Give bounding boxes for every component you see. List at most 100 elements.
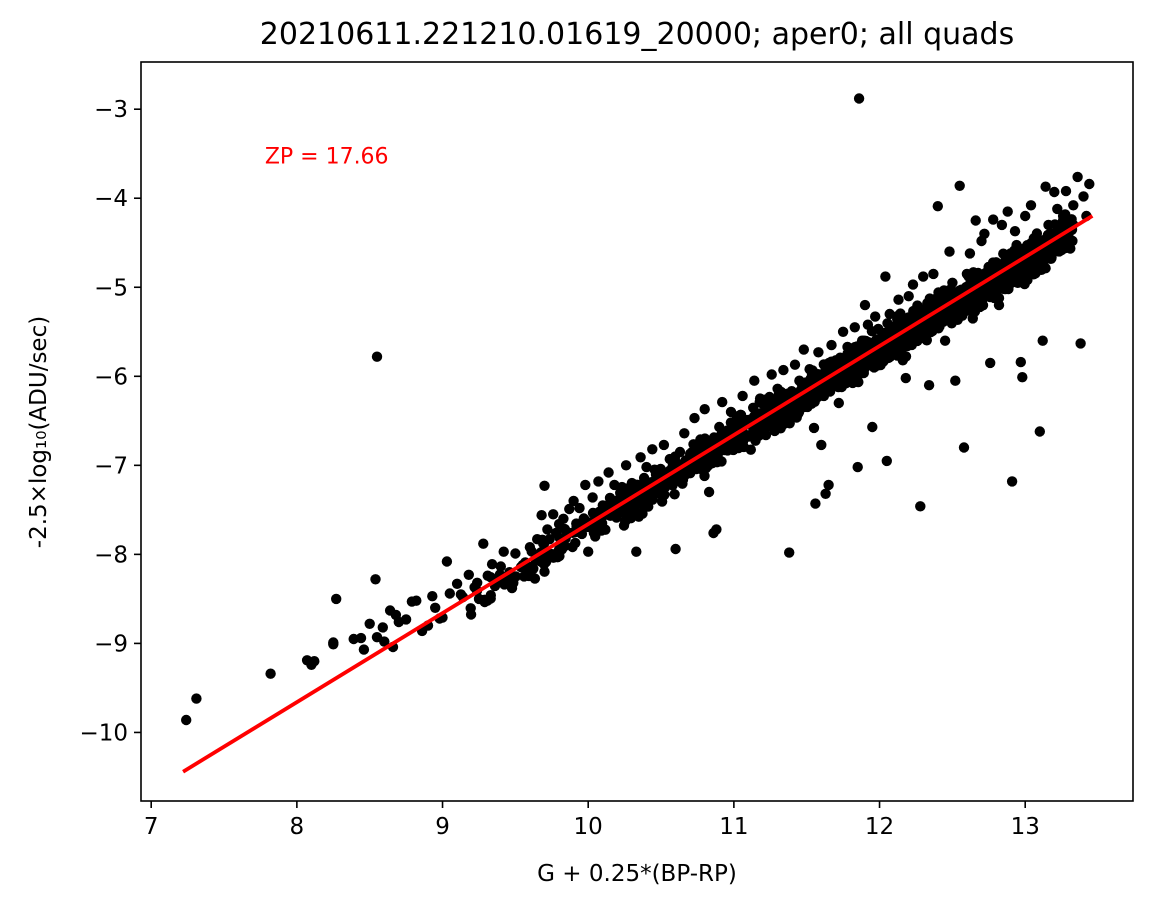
scatter-point <box>852 461 863 473</box>
scatter-point <box>884 308 895 320</box>
scatter-point <box>603 467 614 478</box>
scatter-point <box>626 477 638 489</box>
scatter-point <box>906 333 917 344</box>
scatter-point <box>309 656 320 667</box>
scatter-point <box>495 561 506 572</box>
scatter-point <box>933 287 944 298</box>
scatter-point <box>741 430 753 441</box>
scatter-point <box>979 228 990 239</box>
scatter-point <box>568 495 579 507</box>
scatter-point <box>1065 243 1076 254</box>
scatter-point <box>980 268 991 279</box>
scatter-point <box>593 476 604 487</box>
scatter-point <box>737 390 748 402</box>
scatter-point <box>915 501 926 512</box>
scatter-point <box>652 468 664 479</box>
scatter-point <box>1057 210 1069 222</box>
scatter-point <box>996 219 1008 231</box>
scatter-point <box>441 556 453 567</box>
scatter-point <box>609 479 620 491</box>
y-tick-label: −4 <box>94 186 128 212</box>
scatter-point <box>580 479 591 491</box>
scatter-point <box>772 383 783 394</box>
scatter-point <box>1009 226 1021 237</box>
scatter-point <box>856 335 868 346</box>
zero-point-annotation: ZP = 17.66 <box>265 144 389 169</box>
scatter-point <box>400 614 412 625</box>
scatter-point <box>824 361 835 372</box>
scatter-point <box>880 271 891 282</box>
x-tick-label: 13 <box>1011 814 1040 840</box>
scatter-point <box>1031 266 1043 277</box>
scatter-point <box>900 372 911 384</box>
scatter-point <box>658 439 670 451</box>
scatter-point <box>635 452 646 463</box>
scatter-point <box>328 637 339 648</box>
x-tick-label: 10 <box>574 814 603 840</box>
scatter-point <box>833 397 844 409</box>
scatter-point <box>748 402 759 413</box>
scatter-point <box>631 546 642 557</box>
scatter-point <box>1017 372 1028 383</box>
scatter-point <box>766 418 777 429</box>
scatter-point <box>826 339 837 351</box>
scatter-point <box>1055 237 1066 248</box>
scatter-point <box>903 291 914 302</box>
scatter-point <box>1012 264 1024 275</box>
scatter-point <box>923 380 935 391</box>
y-tick-label: −9 <box>94 631 128 657</box>
scatter-point <box>1028 233 1040 244</box>
scatter-point <box>950 311 961 323</box>
scatter-point <box>370 574 381 585</box>
scatter-point <box>784 547 795 558</box>
scatter-point <box>826 377 837 389</box>
scatter-point <box>708 432 720 443</box>
scatter-point <box>430 602 441 613</box>
scatter-point <box>463 569 474 580</box>
scatter-point <box>789 359 801 370</box>
scatter-point <box>820 488 831 499</box>
scatter-point <box>265 668 276 679</box>
scatter-point <box>486 559 498 570</box>
scatter-point <box>647 444 658 455</box>
scatter-point <box>564 503 575 515</box>
scatter-point <box>862 319 874 330</box>
y-tick-label: −10 <box>79 720 128 746</box>
scatter-point <box>554 550 565 562</box>
scatter-point <box>1002 206 1013 217</box>
scatter-point <box>670 543 681 555</box>
scatter-point <box>808 422 820 434</box>
scatter-point <box>1049 186 1060 198</box>
scatter-point <box>482 570 493 581</box>
scatter-point <box>1006 476 1018 487</box>
scatter-point <box>620 460 632 471</box>
scatter-point <box>711 457 723 468</box>
scatter-point <box>597 500 608 511</box>
scatter-point <box>191 693 202 704</box>
x-tick-label: 12 <box>865 814 894 840</box>
scatter-point <box>882 342 893 354</box>
scatter-point <box>893 294 904 305</box>
scatter-point <box>331 593 342 605</box>
scatter-point <box>813 347 824 358</box>
scatter-point <box>679 428 690 439</box>
scatter-point <box>615 487 626 499</box>
scatter-point <box>816 439 827 451</box>
scatter-point <box>961 295 972 306</box>
scatter-point <box>731 411 742 422</box>
scatter-point <box>617 507 628 518</box>
scatter-point <box>804 376 816 388</box>
y-tick-label: −8 <box>94 542 128 568</box>
scatter-point <box>784 418 795 429</box>
x-axis-ticks: 7 8 9 10 11 12 13 <box>144 801 1040 840</box>
scatter-point <box>1043 219 1054 231</box>
scatter-point <box>637 508 648 519</box>
scatter-point <box>961 268 973 280</box>
scatter-point <box>411 595 422 606</box>
scatter-point <box>583 546 594 557</box>
scatter-point <box>641 461 652 473</box>
scatter-point <box>859 299 871 311</box>
scatter-point <box>558 513 569 524</box>
scatter-point <box>669 489 680 500</box>
